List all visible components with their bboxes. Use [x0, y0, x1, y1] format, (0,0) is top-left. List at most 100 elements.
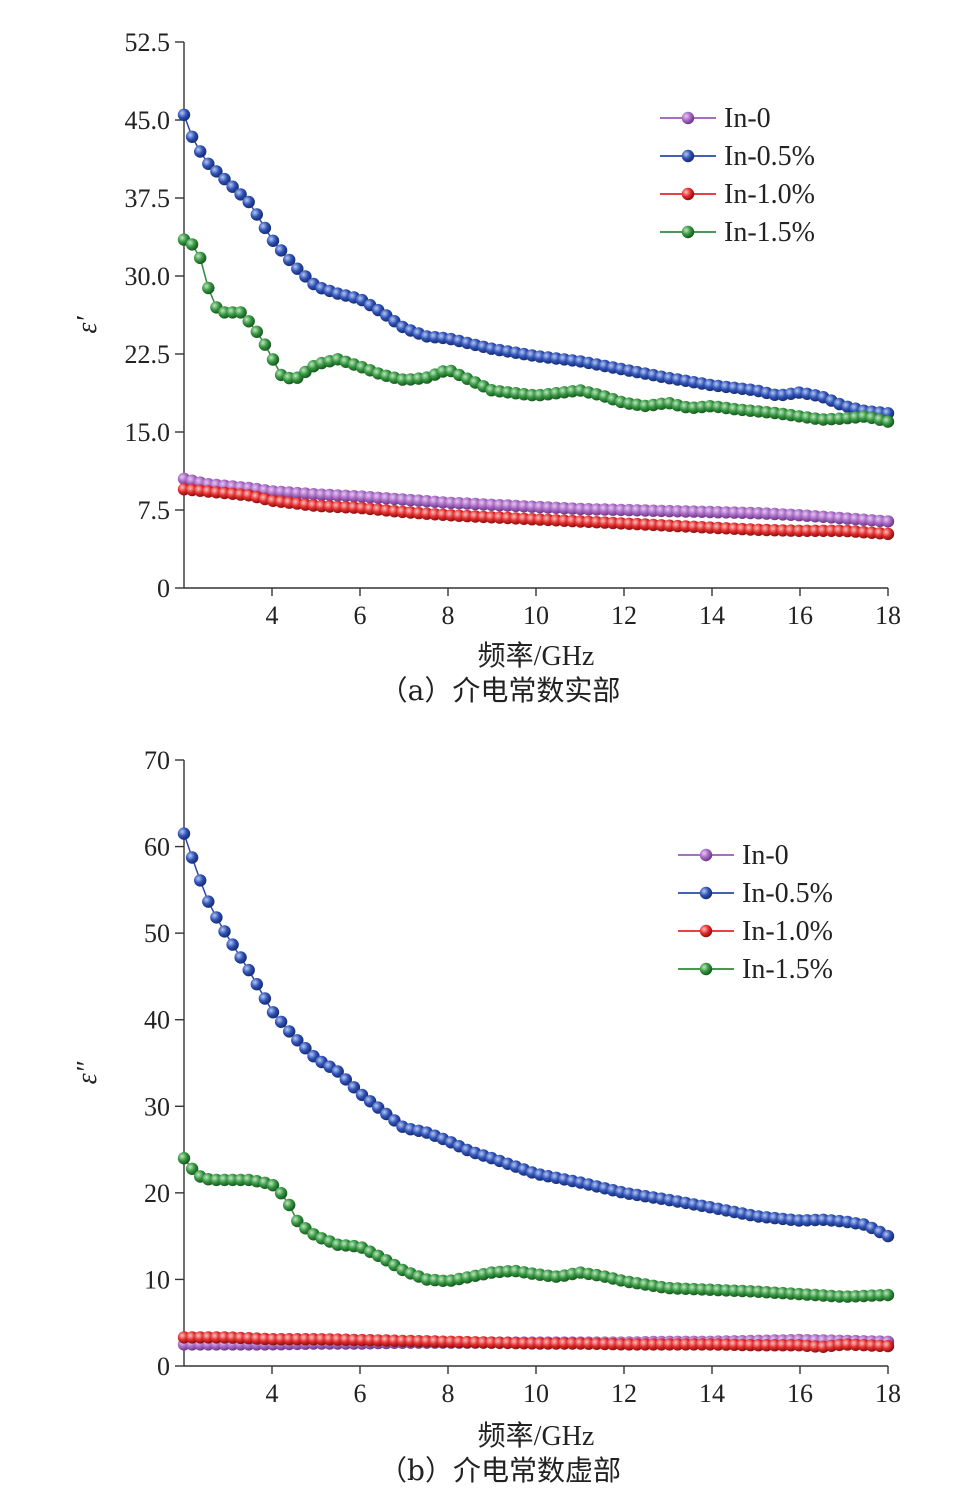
data-point	[299, 270, 312, 283]
series-In-0.5%	[177, 827, 895, 1243]
y-tick-label: 7.5	[138, 496, 171, 525]
x-tick-label: 18	[875, 601, 901, 630]
series-In-1.0%	[177, 483, 895, 541]
legend-marker	[699, 886, 713, 900]
data-point	[881, 1288, 895, 1302]
legend-marker	[699, 962, 713, 976]
data-point	[210, 911, 223, 924]
data-point	[283, 1198, 296, 1212]
x-tick-label: 10	[523, 601, 549, 630]
data-point	[291, 1214, 304, 1228]
data-point	[202, 895, 215, 908]
y-tick-label: 60	[144, 833, 170, 862]
figure-caption: （a）介电常数实部	[380, 674, 621, 707]
y-tick-label: 37.5	[125, 184, 171, 213]
data-point	[274, 244, 288, 257]
legend-item: In-0	[678, 840, 789, 871]
data-point	[185, 1162, 199, 1176]
series-In-0	[177, 472, 895, 528]
figure-caption: （b）介电常数虚部	[379, 1454, 621, 1487]
data-point	[258, 992, 272, 1005]
series-In-0.5%	[177, 108, 895, 420]
data-point	[218, 172, 231, 186]
data-point	[274, 1187, 288, 1200]
x-tick-label: 8	[442, 601, 455, 630]
legend-label: In-1.0%	[724, 179, 815, 210]
data-point	[202, 281, 215, 295]
y-tick-label: 30	[144, 1092, 170, 1121]
data-point	[194, 874, 207, 887]
data-point	[185, 851, 199, 864]
data-point	[266, 1006, 280, 1019]
x-tick-label: 16	[787, 1379, 813, 1408]
legend-label: In-1.5%	[724, 217, 815, 248]
data-point	[283, 1025, 296, 1038]
x-tick-label: 14	[699, 1379, 725, 1408]
legend-item: In-1.0%	[660, 179, 815, 210]
data-point	[226, 180, 239, 193]
x-tick-label: 12	[611, 601, 637, 630]
data-point	[177, 108, 191, 122]
legend: In-0 In-0.5% In-1.0% In-1.5%	[660, 103, 815, 248]
y-tick-label: 20	[144, 1179, 170, 1208]
data-point	[291, 1034, 304, 1047]
legend-marker	[681, 187, 695, 201]
legend-item: In-1.5%	[678, 954, 833, 985]
x-tick-label: 4	[266, 601, 279, 630]
data-point	[242, 963, 255, 977]
x-tick-label: 8	[442, 1379, 455, 1408]
legend-label: In-0	[724, 103, 771, 134]
chart-real-permittivity: 0 7.5 15.0 22.5 30.0 37.5 45.0 52.5 4 6 8 10 12 14 16 1…	[72, 28, 901, 707]
data-point	[194, 145, 207, 158]
y-axis-title: ε″	[72, 1061, 103, 1084]
y-tick-label: 52.5	[125, 28, 171, 57]
legend: In-0 In-0.5% In-1.0% In-1.5%	[678, 840, 833, 985]
legend-item: In-0.5%	[660, 141, 815, 172]
legend-marker	[681, 149, 695, 163]
y-axis-title: ε′	[72, 316, 103, 334]
data-point	[210, 165, 223, 178]
legend-label: In-0	[742, 840, 789, 871]
data-point	[266, 234, 280, 247]
y-tick-label: 0	[157, 1352, 170, 1381]
legend-label: In-0.5%	[742, 878, 833, 909]
x-tick-label: 6	[354, 1379, 367, 1408]
data-point	[177, 827, 191, 840]
y-tick-label: 15.0	[125, 418, 171, 447]
data-point	[185, 130, 199, 143]
data-point	[234, 306, 247, 319]
data-point	[194, 251, 207, 265]
x-tick-label: 6	[354, 601, 367, 630]
data-point	[274, 1015, 288, 1028]
data-point	[242, 315, 255, 328]
data-point	[234, 951, 247, 964]
y-tick-label: 0	[157, 574, 170, 603]
data-point	[234, 188, 247, 201]
legend-marker	[681, 111, 695, 125]
x-tick-label: 12	[611, 1379, 637, 1408]
data-point	[250, 325, 263, 338]
data-point	[266, 1179, 280, 1192]
series-In-1.5%	[177, 1152, 895, 1303]
data-point	[331, 1065, 344, 1078]
data-point	[283, 253, 296, 267]
data-point	[299, 1042, 312, 1055]
x-tick-label: 16	[787, 601, 813, 630]
x-tick-label: 10	[523, 1379, 549, 1408]
x-tick-label: 14	[699, 601, 725, 630]
x-axis-title: 频率/GHz	[478, 640, 595, 672]
legend-label: In-0.5%	[724, 141, 815, 172]
data-point	[339, 1073, 352, 1086]
data-point	[881, 1229, 895, 1243]
chart-imaginary-permittivity: 0 10 20 30 40 50 60 70 4 6 8 10 12 14 16 18 频率/GHz ε″ （b）介…	[72, 746, 901, 1487]
legend-item: In-0.5%	[678, 878, 833, 909]
data-point	[881, 527, 895, 541]
data-point	[291, 262, 304, 275]
data-point	[266, 353, 280, 366]
y-tick-label: 10	[144, 1265, 170, 1294]
legend-item: In-0	[660, 103, 771, 134]
data-point	[347, 1081, 361, 1094]
legend-marker	[699, 848, 713, 862]
series-In-1.0%	[177, 1331, 895, 1354]
